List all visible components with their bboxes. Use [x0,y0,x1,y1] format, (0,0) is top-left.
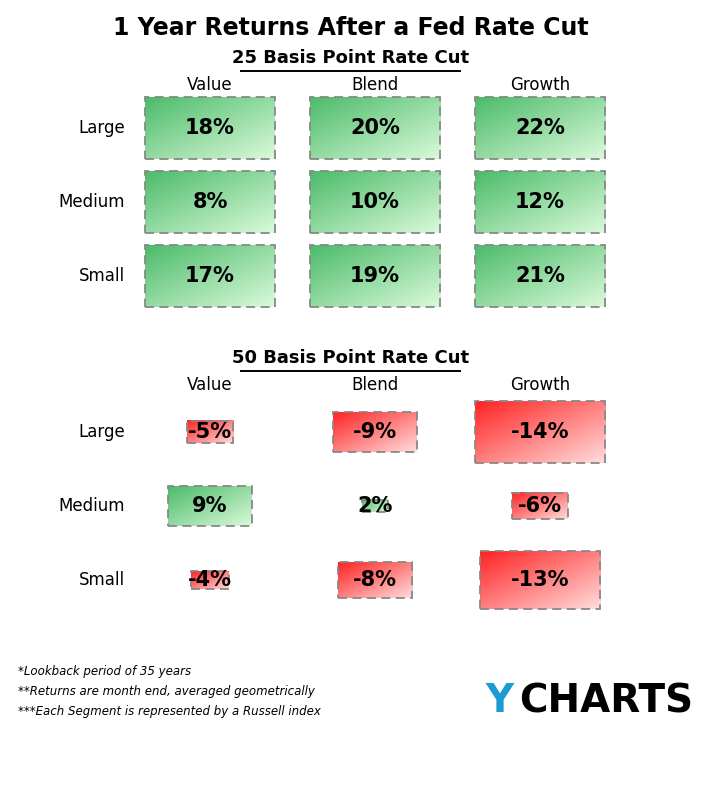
Text: Value: Value [187,376,233,394]
Text: Large: Large [79,423,125,441]
Text: 21%: 21% [515,266,565,286]
Text: Blend: Blend [351,376,399,394]
Text: CHARTS: CHARTS [519,682,693,721]
Text: -8%: -8% [353,570,397,590]
Bar [333,412,417,452]
Text: Small: Small [79,571,125,589]
Text: 10%: 10% [350,192,400,212]
Text: 50 Basis Point Rate Cut: 50 Basis Point Rate Cut [232,349,469,367]
Text: -9%: -9% [353,422,397,442]
Text: Small: Small [79,267,125,285]
Text: 12%: 12% [515,192,565,212]
Text: -4%: -4% [188,570,232,590]
Text: 18%: 18% [185,118,235,138]
Text: -5%: -5% [188,422,232,442]
Text: 22%: 22% [515,118,565,138]
Text: Y: Y [485,682,513,721]
Bar [479,551,600,609]
Bar [310,171,440,233]
Text: **Returns are month end, averaged geometrically: **Returns are month end, averaged geomet… [18,685,315,698]
Bar [512,493,568,519]
Bar [145,97,275,159]
Bar [191,571,229,589]
Bar [475,245,605,307]
Text: ***Each Segment is represented by a Russell index: ***Each Segment is represented by a Russ… [18,705,321,718]
Text: Blend: Blend [351,76,399,94]
Text: 1 Year Returns After a Fed Rate Cut: 1 Year Returns After a Fed Rate Cut [113,16,588,40]
Text: Growth: Growth [510,76,570,94]
Bar [338,562,412,598]
Bar [362,500,388,512]
Text: -13%: -13% [511,570,569,590]
Text: 25 Basis Point Rate Cut: 25 Basis Point Rate Cut [232,49,469,67]
Text: -14%: -14% [511,422,569,442]
Text: Medium: Medium [58,193,125,211]
Text: Large: Large [79,119,125,137]
Text: 2%: 2% [358,496,393,516]
Bar [145,245,275,307]
Text: 20%: 20% [350,118,400,138]
Text: 8%: 8% [192,192,228,212]
Text: 9%: 9% [192,496,228,516]
Bar [475,401,605,463]
Text: 17%: 17% [185,266,235,286]
Text: *Lookback period of 35 years: *Lookback period of 35 years [18,666,191,678]
Bar [475,97,605,159]
Text: Growth: Growth [510,376,570,394]
Text: -6%: -6% [518,496,562,516]
Bar [186,421,233,443]
Bar [475,171,605,233]
Text: Value: Value [187,76,233,94]
Bar [145,171,275,233]
Text: Medium: Medium [58,497,125,515]
Bar [310,97,440,159]
Bar [310,245,440,307]
Text: 19%: 19% [350,266,400,286]
Bar [168,486,252,526]
